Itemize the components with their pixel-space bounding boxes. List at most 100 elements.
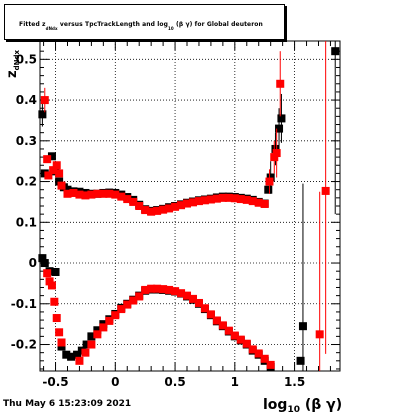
data-point: [93, 326, 102, 335]
data-point: [248, 197, 257, 206]
data-point: [93, 189, 102, 198]
data-point: [200, 196, 209, 205]
data-point: [206, 195, 215, 204]
data-point: [62, 350, 71, 359]
data-point: [206, 310, 215, 319]
data-point: [276, 79, 285, 88]
series-red: [40, 41, 330, 371]
data-point: [224, 193, 233, 202]
data-point: [55, 177, 64, 186]
data-point: [38, 110, 47, 119]
axis-ticks: [40, 41, 340, 371]
data-point: [57, 181, 66, 190]
data-point: [129, 296, 138, 305]
data-point: [123, 195, 132, 204]
timestamp: Thu May 6 15:23:09 2021: [3, 399, 132, 409]
data-point: [224, 326, 233, 335]
x-axis-title: log10 (β γ): [263, 397, 342, 414]
data-point: [51, 268, 60, 276]
data-point: [117, 192, 126, 201]
data-point: [99, 323, 108, 332]
data-point: [105, 189, 114, 198]
data-point: [194, 197, 203, 206]
data-point: [147, 207, 156, 216]
x-tick-label: 1.5: [284, 375, 305, 389]
data-point: [218, 321, 227, 330]
x-tick-label: 0.5: [164, 375, 185, 389]
data-point: [75, 356, 84, 365]
data-point: [49, 166, 58, 175]
data-series: [38, 41, 340, 371]
data-point: [188, 294, 197, 303]
y-tick-label: -0.2: [11, 338, 37, 352]
data-point: [82, 340, 91, 349]
data-point: [111, 190, 120, 199]
data-point: [129, 197, 138, 206]
data-point: [183, 291, 192, 300]
data-point: [275, 124, 284, 133]
y-tick-label: 0.2: [16, 175, 37, 189]
data-point: [135, 202, 144, 210]
data-point: [171, 287, 180, 296]
data-point: [277, 114, 286, 123]
data-point: [264, 185, 273, 194]
data-point: [266, 173, 275, 182]
data-point: [260, 199, 269, 208]
data-point: [218, 193, 227, 202]
data-point: [73, 350, 82, 359]
data-point: [111, 311, 120, 320]
data-point: [69, 188, 78, 197]
data-point: [57, 342, 66, 351]
data-point: [236, 335, 245, 344]
data-point: [254, 349, 263, 358]
data-point: [159, 205, 168, 214]
data-point: [93, 330, 102, 339]
data-point: [43, 155, 52, 164]
data-point: [55, 328, 64, 337]
data-point: [194, 298, 203, 307]
data-point: [67, 352, 76, 361]
data-point: [266, 360, 275, 369]
data-point: [99, 189, 108, 198]
data-point: [81, 191, 90, 200]
data-point: [272, 149, 281, 158]
data-point: [177, 201, 186, 210]
data-point: [230, 331, 239, 340]
data-point: [188, 198, 197, 207]
data-point: [38, 254, 47, 263]
data-point: [40, 259, 49, 268]
data-point: [45, 277, 54, 286]
y-axis-title: zdNdx: [5, 50, 21, 78]
data-point: [212, 194, 221, 203]
x-tick-label: 0: [111, 375, 119, 389]
tick-labels: -0.5 0 0.5 1 1.5 -0.2 -0.1 0 0.1 0.2 0.3 0.4 0.5: [11, 52, 305, 389]
data-point: [153, 284, 162, 293]
data-point: [331, 47, 340, 56]
chart-title-box: Fitted zdNdx versus TpcTrackLength and l…: [4, 4, 285, 40]
data-point: [236, 195, 245, 204]
data-point: [171, 202, 180, 211]
data-point: [47, 281, 56, 290]
data-point: [165, 204, 174, 213]
data-point: [230, 194, 239, 203]
y-tick-label: -0.1: [11, 297, 37, 311]
data-point: [200, 304, 209, 313]
data-point: [260, 354, 269, 363]
data-point: [123, 300, 132, 309]
data-point: [63, 189, 72, 198]
data-point: [57, 338, 66, 347]
data-point: [55, 169, 64, 178]
data-point: [271, 144, 280, 153]
data-point: [141, 206, 150, 215]
data-point: [147, 284, 156, 293]
x-tick-label: -0.5: [42, 375, 68, 389]
y-tick-label: 0.3: [16, 134, 37, 148]
data-point: [159, 285, 168, 294]
grid-lines: [40, 41, 340, 371]
data-point: [296, 356, 305, 365]
y-tick-label: 0.5: [16, 52, 37, 66]
data-point: [141, 285, 150, 294]
data-point: [43, 269, 52, 278]
x-tick-label: 1: [231, 375, 239, 389]
